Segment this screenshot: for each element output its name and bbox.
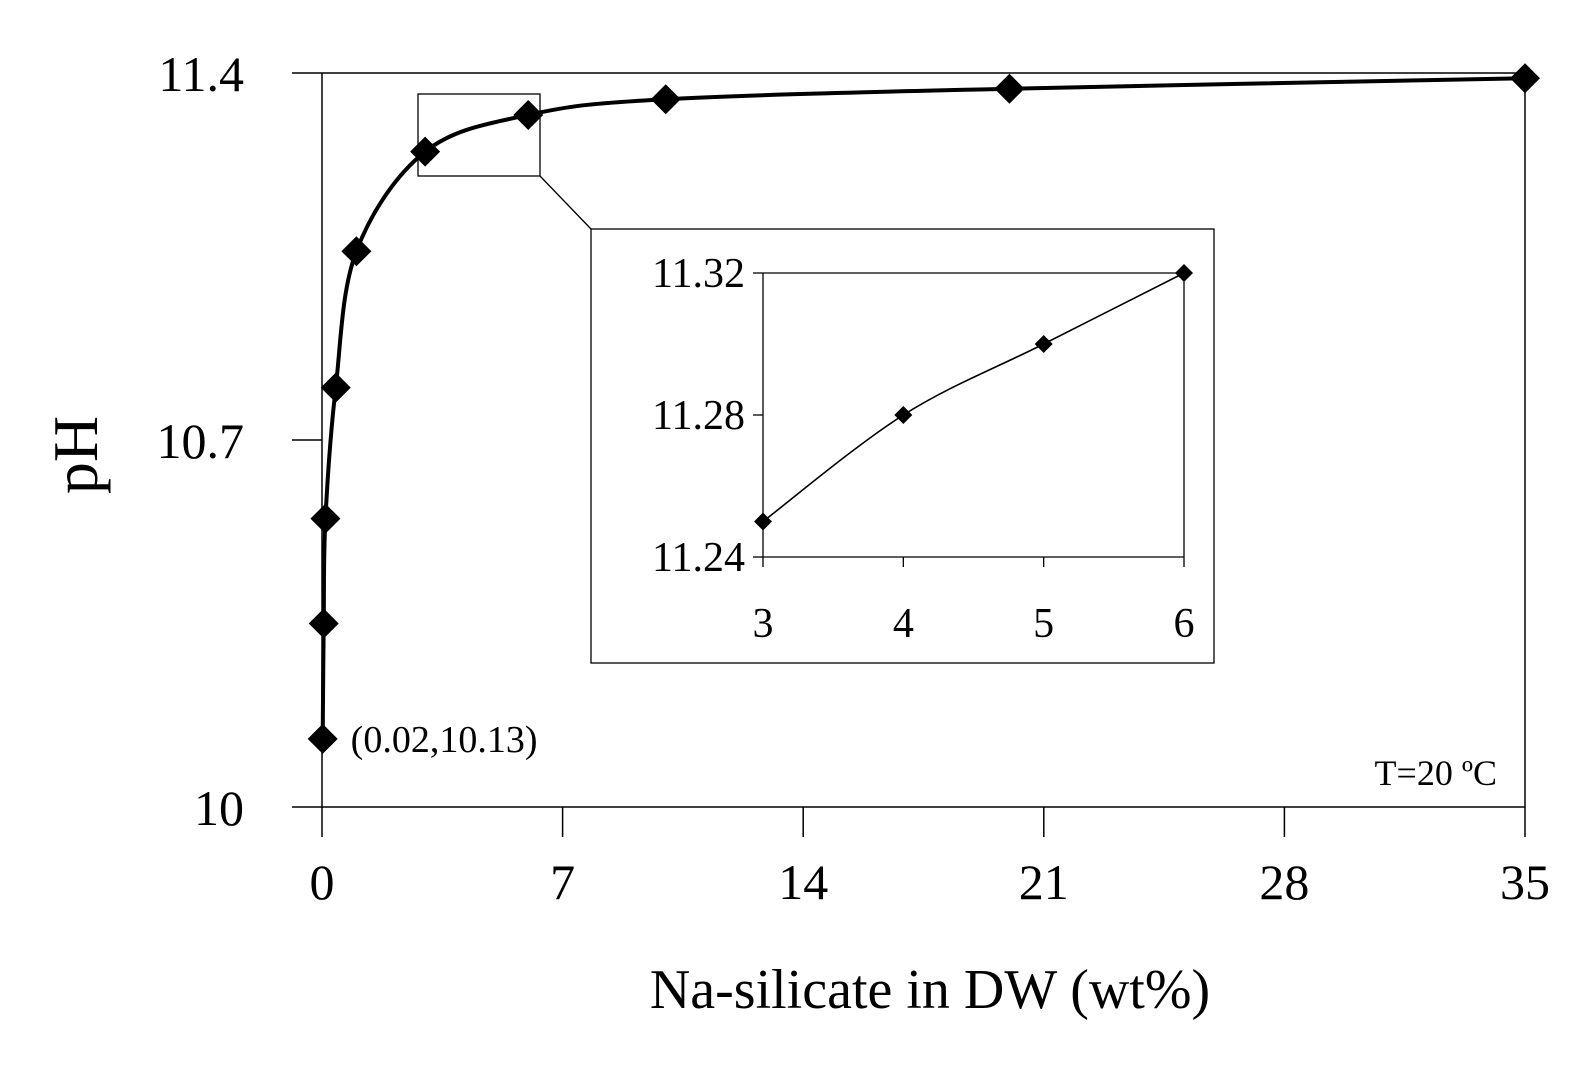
inset-box: [590, 228, 1215, 664]
point-annotation: (0.02,10.13): [351, 719, 538, 761]
main-series: [307, 63, 1540, 754]
data-point: [308, 608, 339, 639]
data-point: [310, 503, 341, 534]
data-point: [320, 372, 351, 403]
data-point: [650, 84, 681, 115]
data-point: [341, 236, 372, 267]
inset-series-line: [762, 272, 1185, 523]
x-tick-label: 14: [778, 854, 828, 910]
x-tick-label: 35: [1500, 854, 1550, 910]
x-tick-label: 7: [550, 854, 575, 910]
data-point: [513, 99, 544, 130]
inset-data-point: [1175, 264, 1193, 282]
inset-data-point: [894, 406, 913, 424]
data-point: [307, 723, 338, 754]
zoom-box: [417, 93, 541, 177]
inset-data-point: [1034, 335, 1053, 353]
x-tick-label: 0: [310, 854, 335, 910]
y-tick-label: 10: [194, 780, 244, 836]
x-axis-title: Na-silicate in DW (wt%): [650, 959, 1210, 1021]
inset-x-tick-label: 5: [1033, 601, 1054, 647]
inset-x-tick-label: 3: [753, 601, 774, 647]
y-tick-label: 10.7: [157, 413, 245, 469]
inset-chart: 3 4 5 6 11.24 11.28 11.32: [590, 228, 1215, 664]
temperature-annotation: T=20 ºC: [1375, 753, 1497, 793]
data-point: [410, 136, 441, 167]
x-tick-label: 28: [1259, 854, 1309, 910]
main-annotations: (0.02,10.13) T=20 ºC: [351, 719, 1497, 793]
inset-y-tick-label: 11.32: [652, 251, 745, 297]
inset-data-point: [754, 512, 772, 531]
zoom-connector: [539, 175, 592, 230]
y-axis-title: pH: [40, 416, 111, 494]
data-point: [994, 73, 1025, 104]
x-tick-label: 21: [1019, 854, 1069, 910]
inset-x-tick-label: 4: [893, 601, 914, 647]
y-tick-label: 11.4: [158, 46, 244, 102]
inset-y-tick-label: 11.24: [652, 535, 745, 581]
inset-y-tick-label: 11.28: [652, 393, 745, 439]
zoom-indicator: [417, 93, 592, 230]
main-tick-marks: [292, 72, 1526, 837]
inset-x-tick-label: 6: [1174, 601, 1195, 647]
data-point: [1510, 63, 1540, 94]
